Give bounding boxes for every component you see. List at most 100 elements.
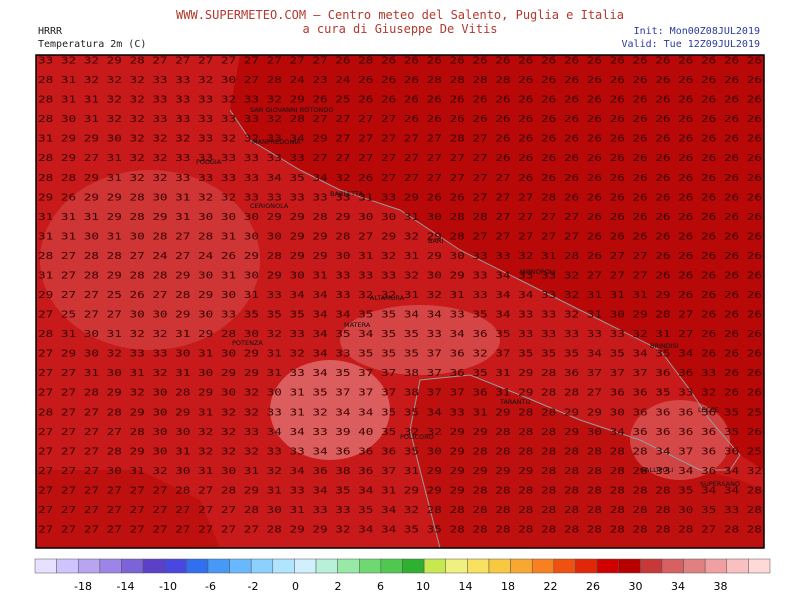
place-name: POTENZA [232,339,263,347]
colorbar-swatch [510,558,533,574]
colorbar-swatch [748,558,771,574]
grid-row: 27 27 27 27 27 27 28 27 28 29 31 33 34 3… [38,485,762,496]
map-frame [35,54,765,549]
colorbar-label: 2 [335,580,342,593]
colorbar-swatch [402,558,425,574]
hot-area [630,400,730,480]
tyrrhenian-sea [36,470,220,548]
place-name: ALTAMURA [370,294,405,302]
hot-area [340,305,500,375]
colorbar-label: -18 [74,580,92,593]
colorbar: -18 -14 -10 -6 -2 0 2 6 10 14 18 22 26 30 34 38 [34,558,771,593]
model-name: HRRR [38,26,63,37]
colorbar-swatch [250,558,274,574]
colorbar-swatch [186,558,209,574]
ionian-sea [410,375,764,548]
grid-row: 28 31 32 32 32 33 33 32 30 27 28 24 23 2… [38,75,762,86]
colorbar-swatch [531,558,555,574]
site-subtitle: a cura di Giuseppe De Vitis [302,22,497,36]
colorbar-swatch [272,558,295,574]
site-title: WWW.SUPERMETEO.COM – Centro meteo del Sa… [176,8,624,22]
colorbar-swatch [359,558,382,574]
grid-row: 28 30 31 32 32 33 33 33 33 33 32 28 27 2… [38,114,762,125]
colorbar-swatch [121,558,144,574]
place-name: SUPERSANO [700,480,740,488]
grid-row: 29 27 27 25 26 27 28 29 30 31 33 34 34 3… [38,290,762,301]
coastline [229,109,741,548]
init-time: Init: Mon00Z08JUL2019 [634,26,760,37]
colorbar-swatch [164,558,187,574]
place-name: MATERA [344,321,371,329]
colorbar-swatch [618,558,641,574]
grid-row: 27 25 27 27 30 30 29 30 33 35 35 35 34 3… [38,310,762,321]
colorbar-label: 14 [459,580,473,593]
place-name: LECCE [698,406,719,414]
colorbar-label: 22 [544,580,558,593]
colorbar-swatch [661,558,684,574]
grid-row: 27 27 27 30 31 32 30 31 30 31 32 34 36 3… [38,466,762,477]
place-name: CERIGNOLA [250,202,289,210]
colorbar-swatch [488,558,511,574]
grid-row: 28 31 31 32 32 33 33 33 32 33 32 29 26 2… [38,95,762,106]
value-grid: 33 32 32 29 28 27 27 27 27 27 27 27 27 2… [38,56,762,536]
colorbar-swatch [467,558,490,574]
colorbar-swatch [553,558,576,574]
colorbar-swatch [575,558,598,574]
colorbar-swatch [726,558,749,574]
valid-time: Valid: Tue 12Z09JUL2019 [622,39,760,50]
place-name: TARANTO [499,398,531,406]
grid-row: 28 27 28 28 27 24 27 24 26 29 28 29 29 3… [38,251,762,262]
grid-row: 27 27 27 27 28 30 30 32 32 33 34 34 33 3… [38,427,762,438]
colorbar-label: -6 [205,580,216,593]
grid-row: 31 27 28 29 28 28 29 30 31 30 29 30 31 3… [38,270,762,281]
place-name: BARI [428,237,443,245]
colorbar-label: 38 [714,580,728,593]
adriatic-sea [230,55,764,470]
colorbar-swatch [77,558,101,574]
place-name: MONOPOLI [520,268,555,276]
colorbar-label: 34 [671,580,685,593]
place-name: BARLETTA [330,190,363,198]
colorbar-swatch [380,558,403,574]
variable-name: Temperatura 2m (C) [38,39,146,50]
place-name: POLICORO [400,433,434,441]
place-names: SAN GIOVANNI ROTONDO MANFREDONIA FOGGIA CER… [196,106,740,488]
colorbar-swatch [294,558,317,574]
place-name: FOGGIA [196,158,222,166]
colorbar-label: 30 [629,580,643,593]
grid-row: 27 29 30 32 33 33 30 31 30 29 31 32 34 3… [38,349,762,360]
colorbar-swatch [704,558,728,574]
colorbar-label: 0 [292,580,299,593]
grid-row: 28 31 30 31 32 32 31 29 28 30 32 33 34 3… [38,329,762,340]
colorbar-swatch [207,558,230,574]
colorbar-swatch [423,558,446,574]
colorbar-swatch [445,558,468,574]
grid-row: 28 29 27 31 32 32 33 33 33 33 33 33 27 2… [38,153,762,164]
grid-row: 27 27 28 29 32 30 28 29 30 32 30 31 35 3… [38,388,762,399]
grid-row: 27 27 27 27 27 27 27 27 27 28 30 31 33 3… [38,505,762,516]
colorbar-swatch [683,558,706,574]
place-name: GALLIPOLI [640,466,673,474]
colorbar-label: -2 [248,580,259,593]
place-name: BRINDISI [650,342,679,350]
colorbar-label: 10 [416,580,430,593]
colorbar-label: 26 [586,580,600,593]
grid-row: 31 31 30 31 30 28 27 28 31 30 30 29 29 2… [38,231,762,242]
place-name: SAN GIOVANNI ROTONDO [250,106,333,114]
colorbar-swatch [56,558,79,574]
grid-row: 28 28 29 31 32 32 33 33 33 33 34 35 34 3… [38,173,762,184]
grid-row: 29 26 29 29 28 30 31 32 32 33 33 33 33 3… [38,192,762,203]
colorbar-label: 18 [501,580,515,593]
colorbar-label: -10 [159,580,177,593]
colorbar-swatch [640,558,663,574]
hot-area [270,360,390,460]
colorbar-swatch [99,558,122,574]
grid-row: 27 27 27 28 29 30 31 32 32 32 33 33 34 3… [38,446,762,457]
grid-row: 27 27 31 30 31 32 31 30 29 29 31 33 34 3… [38,368,762,379]
hot-area [40,170,260,350]
grid-row: 31 29 29 30 32 32 32 33 32 32 33 34 29 2… [38,134,762,145]
colorbar-swatch [34,558,57,574]
colorbar-label: 6 [377,580,384,593]
place-name: MANFREDONIA [252,138,301,146]
